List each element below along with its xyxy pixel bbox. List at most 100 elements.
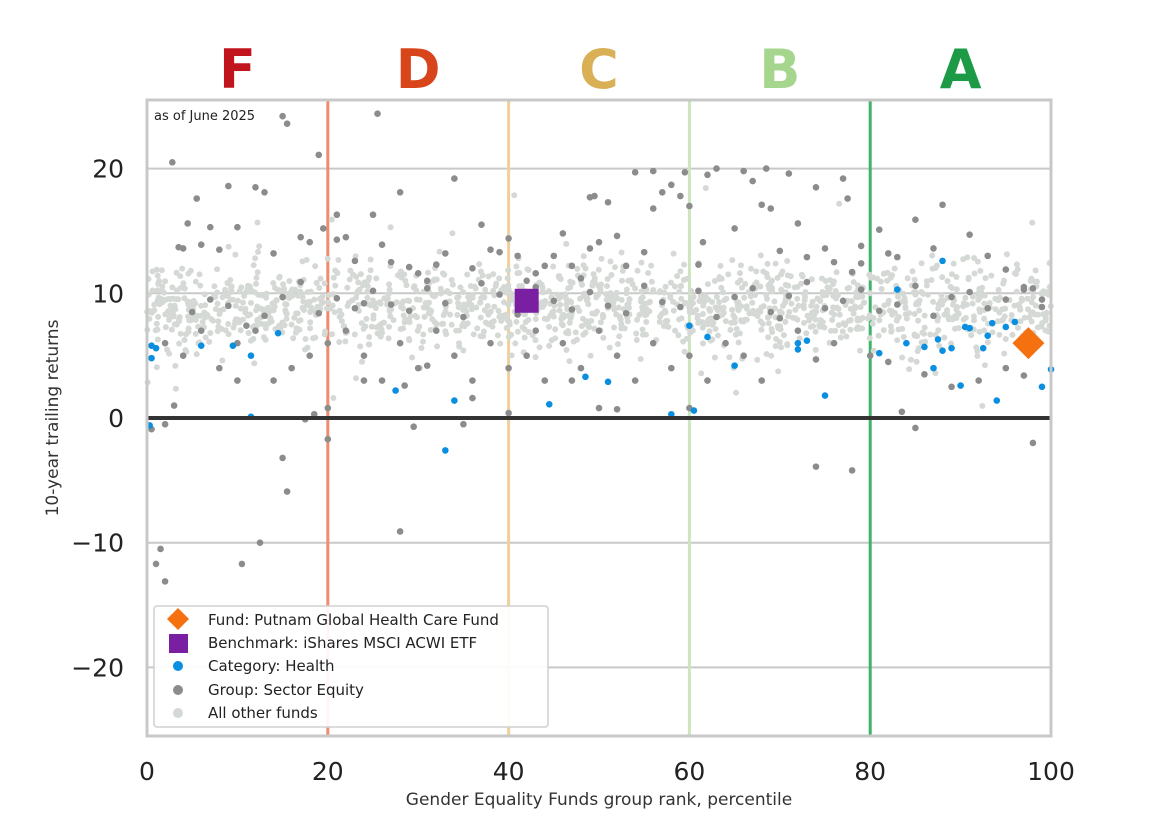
- sector-equity-point: [532, 270, 540, 277]
- other-fund-point: [1033, 278, 1040, 285]
- other-fund-point: [276, 286, 283, 293]
- grade-label: C: [579, 38, 619, 101]
- other-fund-point: [731, 319, 738, 326]
- health-category-point: [979, 344, 987, 352]
- sector-equity-point: [681, 169, 689, 176]
- sector-equity-point: [794, 220, 802, 227]
- other-fund-point: [181, 337, 188, 344]
- other-fund-point: [493, 280, 500, 287]
- other-fund-point: [325, 292, 332, 299]
- other-fund-point: [173, 269, 180, 276]
- other-fund-point: [866, 335, 873, 342]
- other-fund-point: [550, 263, 557, 270]
- other-fund-point: [981, 362, 988, 369]
- other-fund-point: [634, 316, 641, 323]
- other-fund-point: [149, 268, 156, 275]
- other-fund-point: [185, 301, 192, 308]
- sector-equity-point: [559, 339, 567, 347]
- other-fund-point: [1030, 294, 1037, 301]
- other-fund-point: [974, 348, 981, 355]
- other-fund-point: [711, 278, 718, 285]
- other-fund-point: [935, 305, 942, 312]
- other-fund-point: [837, 334, 844, 341]
- other-fund-point: [477, 314, 484, 321]
- other-fund-point: [850, 310, 857, 317]
- sector-equity-point: [631, 377, 639, 384]
- sector-equity-point: [894, 301, 901, 308]
- sector-equity-point: [423, 285, 431, 292]
- sector-equity-point: [658, 298, 666, 306]
- other-fund-point: [331, 309, 338, 316]
- other-fund-point: [212, 294, 219, 301]
- other-fund-point: [699, 340, 706, 347]
- other-fund-point: [719, 311, 726, 318]
- other-fund-point: [754, 356, 761, 363]
- sector-equity-point: [812, 463, 820, 470]
- other-fund-point: [439, 320, 446, 327]
- other-fund-point: [559, 312, 566, 319]
- legend-group-label: Group: Sector Equity: [208, 681, 364, 699]
- other-fund-point: [632, 285, 639, 292]
- other-fund-point: [704, 281, 711, 288]
- sector-equity-point: [369, 287, 377, 295]
- other-fund-point: [869, 320, 876, 327]
- sector-equity-point: [591, 192, 598, 200]
- other-fund-point: [436, 248, 443, 255]
- sector-equity-point: [577, 275, 585, 282]
- other-fund-point: [712, 325, 719, 332]
- other-fund-point: [352, 375, 359, 382]
- other-fund-point: [1029, 309, 1036, 316]
- other-fund-point: [344, 284, 351, 291]
- other-fund-point: [377, 329, 384, 336]
- other-fund-point: [735, 339, 742, 346]
- health-category-point: [686, 322, 693, 330]
- other-fund-point: [663, 317, 670, 324]
- sector-equity-point: [496, 291, 503, 298]
- other-fund-point: [254, 219, 261, 226]
- other-fund-point: [400, 312, 407, 319]
- other-fund-point: [166, 316, 173, 323]
- other-fund-point: [568, 299, 575, 306]
- other-fund-point: [215, 318, 222, 325]
- other-fund-point: [763, 270, 770, 277]
- sector-equity-point: [722, 339, 729, 347]
- other-fund-point: [682, 299, 689, 306]
- other-fund-point: [722, 318, 729, 325]
- sector-equity-point: [179, 352, 187, 359]
- other-fund-point: [317, 275, 324, 282]
- sector-equity-point: [912, 216, 919, 224]
- legend-other-marker: [173, 708, 183, 718]
- other-fund-point: [646, 298, 653, 305]
- sector-equity-point: [794, 327, 802, 335]
- other-fund-point: [250, 262, 257, 269]
- other-fund-point: [387, 224, 394, 231]
- other-fund-point: [305, 301, 312, 308]
- other-fund-point: [386, 308, 393, 315]
- sector-equity-point: [396, 339, 404, 347]
- other-fund-point: [639, 326, 646, 333]
- other-fund-point: [836, 311, 843, 318]
- other-fund-point: [1014, 266, 1021, 273]
- other-fund-point: [536, 279, 543, 286]
- sector-equity-point: [478, 221, 485, 229]
- other-fund-point: [1039, 320, 1046, 327]
- other-fund-point: [939, 274, 946, 281]
- other-fund-point: [718, 275, 725, 282]
- sector-equity-point: [586, 288, 594, 296]
- other-fund-point: [250, 335, 257, 342]
- other-fund-point: [965, 276, 972, 283]
- sector-equity-point: [396, 188, 404, 196]
- other-fund-point: [299, 258, 306, 265]
- other-fund-point: [574, 265, 581, 272]
- other-fund-point: [597, 319, 604, 326]
- sector-equity-point: [505, 409, 512, 417]
- other-fund-point: [366, 334, 373, 341]
- other-fund-point: [799, 273, 806, 280]
- other-fund-point: [455, 300, 462, 307]
- other-fund-point: [152, 327, 159, 334]
- sector-equity-point: [279, 112, 286, 120]
- other-fund-point: [441, 271, 448, 278]
- other-fund-point: [566, 358, 573, 365]
- x-tick-label: 40: [493, 757, 525, 786]
- other-fund-point: [953, 286, 960, 293]
